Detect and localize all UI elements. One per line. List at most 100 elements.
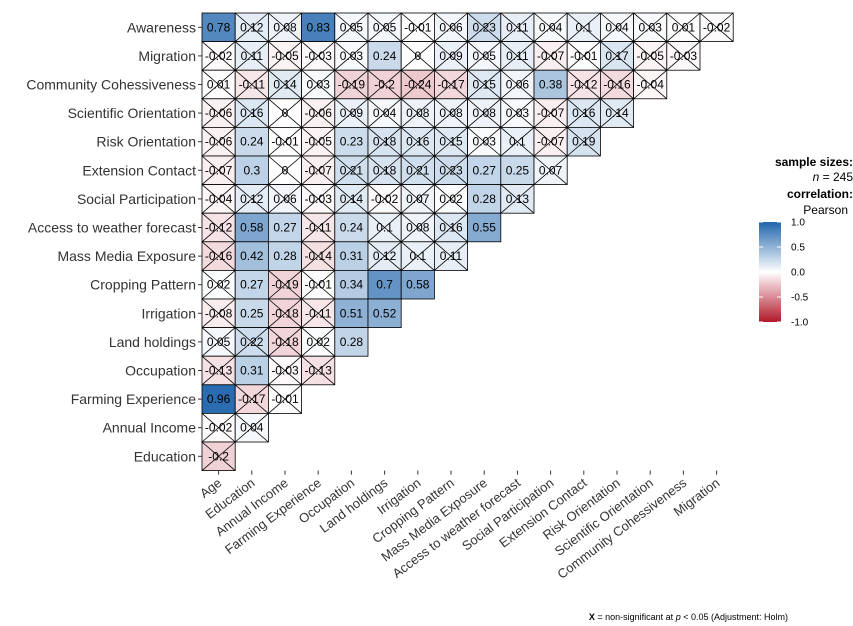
cell-value-label: 0.1	[509, 135, 526, 149]
cell-value-label: 0.06	[439, 20, 463, 34]
cell-value-label: -0.05	[305, 135, 333, 149]
cell-fill	[301, 12, 336, 43]
legend-correlation-method: Pearson	[803, 203, 848, 217]
cell-value-label: -0.03	[271, 364, 299, 378]
non-significant-mark	[367, 155, 402, 185]
cell-value-label: -0.08	[205, 306, 233, 320]
y-tick-label-risk-orientation: Risk Orientation	[96, 134, 196, 150]
cell-value-label: -0.06	[205, 106, 233, 120]
non-significant-mark	[301, 41, 336, 71]
cell-value-label: 0.09	[439, 49, 463, 63]
non-significant-mark	[666, 41, 701, 71]
cell-value-label: 0.15	[439, 135, 463, 149]
heatmap-cell: -0.17	[433, 69, 468, 100]
cell-value-label: 0.06	[506, 78, 530, 92]
cell-value-label: 0.21	[406, 163, 430, 177]
non-significant-mark	[201, 441, 236, 471]
heatmap-cell: 0.1	[566, 12, 601, 43]
cell-value-label: -0.07	[537, 49, 565, 63]
heatmap-cell: 0.22	[234, 327, 269, 357]
heatmap-cell: -0.01	[267, 384, 302, 414]
heatmap-cell: 0.34	[334, 269, 369, 300]
non-significant-mark	[400, 241, 435, 271]
non-significant-mark	[367, 69, 402, 100]
heatmap-cell: 0.24	[334, 212, 369, 243]
heatmap-cell: -0.13	[201, 355, 236, 386]
non-significant-mark	[533, 12, 568, 42]
heatmap-cell: 0.27	[467, 155, 502, 186]
non-significant-mark	[301, 212, 336, 243]
heatmap-cell: -0.18	[267, 327, 302, 357]
non-significant-mark	[334, 155, 369, 185]
non-significant-mark	[434, 12, 468, 42]
cell-value-label: 0.02	[439, 192, 463, 206]
cell-fill	[234, 298, 269, 329]
heatmap-cell: -0.05	[267, 41, 302, 71]
heatmap-cell: -0.05	[301, 127, 336, 157]
non-significant-mark	[367, 184, 402, 214]
heatmap-cell: 0.16	[400, 127, 435, 157]
non-significant-mark	[566, 69, 601, 100]
heatmap-cell: 0.96	[201, 384, 236, 414]
non-significant-mark	[268, 355, 302, 386]
heatmap-cell: -0.03	[666, 41, 701, 71]
heatmap-cell: -0.03	[267, 355, 302, 386]
non-significant-mark	[434, 98, 468, 128]
cell-fill	[234, 127, 269, 157]
heatmap-cell: -0.18	[267, 298, 302, 329]
heatmap-cell: 0.14	[334, 184, 369, 214]
heatmap-cell: 0.08	[267, 12, 302, 43]
heatmap-cell: 0.27	[234, 269, 269, 300]
non-significant-mark	[201, 298, 236, 328]
y-tick-label-community-cohessiveness: Community Cohessiveness	[26, 77, 196, 93]
non-significant-mark	[600, 12, 634, 42]
cell-value-label: 0.04	[539, 20, 563, 34]
heatmap-cell: 0.12	[234, 184, 269, 214]
non-significant-mark	[633, 69, 668, 100]
cell-value-label: 0.14	[340, 192, 364, 206]
cell-value-label: 0.02	[207, 278, 231, 292]
heatmap-cell: 0.13	[500, 184, 535, 214]
cell-fill	[400, 269, 435, 300]
heatmap-cell: 0.24	[367, 41, 402, 71]
non-significant-mark	[301, 127, 336, 157]
cell-value-label: -0.11	[239, 78, 266, 92]
non-significant-mark	[201, 69, 236, 100]
cell-value-label: 0.03	[473, 135, 497, 149]
non-significant-mark	[400, 212, 435, 243]
heatmap-cell: 0.09	[433, 41, 468, 71]
non-significant-mark	[434, 184, 468, 214]
legend-tick-label: 0.0	[791, 268, 805, 279]
non-significant-mark	[268, 127, 302, 157]
cell-value-label: -0.17	[437, 78, 465, 92]
cell-value-label: 0.11	[506, 49, 529, 63]
heatmap-cell: -0.11	[301, 212, 336, 243]
heatmap-cell: 0	[400, 41, 435, 71]
non-significant-mark	[400, 41, 435, 71]
cell-fill	[201, 384, 236, 414]
heatmap-cell: 0.55	[467, 212, 502, 243]
cell-value-label: -0.13	[305, 364, 333, 378]
heatmap-cell: 0.1	[500, 127, 535, 157]
cell-value-label: 0.04	[240, 421, 264, 435]
heatmap-cell: 0.03	[467, 127, 502, 157]
cell-value-label: 0.11	[440, 249, 463, 263]
cell-value-label: -0.03	[305, 192, 333, 206]
cell-fill	[334, 298, 369, 329]
non-significant-mark	[201, 241, 236, 271]
cell-value-label: 0.21	[340, 163, 364, 177]
heatmap-cell: 0.24	[234, 127, 269, 157]
heatmap-cell: 0.15	[467, 69, 502, 100]
legend-sample-sizes-title: sample sizes:	[775, 155, 853, 169]
cell-value-label: 0.03	[506, 106, 530, 120]
cell-value-label: -0.18	[271, 306, 299, 320]
cell-value-label: 0.34	[340, 278, 364, 292]
heatmap-cell: -0.19	[334, 69, 369, 100]
cell-value-label: 0.09	[340, 106, 364, 120]
heatmap-cell: 0.11	[500, 12, 535, 43]
heatmap-cell: 0.52	[367, 298, 402, 329]
y-tick-label-land-holdings: Land holdings	[109, 334, 196, 350]
non-significant-mark	[400, 98, 435, 128]
heatmap-cell: 0.08	[467, 98, 502, 128]
heatmap-cell: 0.11	[234, 41, 269, 71]
